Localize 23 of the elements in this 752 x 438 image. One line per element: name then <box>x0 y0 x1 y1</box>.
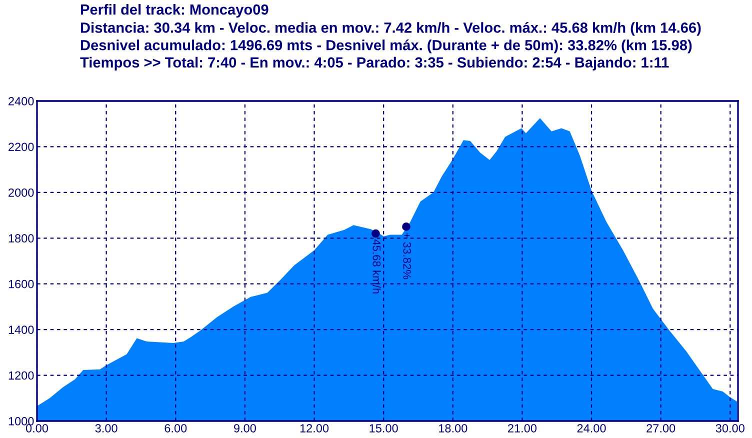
x-tick-label: 21.00 <box>508 424 537 432</box>
x-tick-label: 27.00 <box>646 424 676 432</box>
x-tick-label: 18.00 <box>439 424 468 432</box>
y-tick-label: 1800 <box>8 234 34 243</box>
y-tick-label: 1600 <box>8 280 34 288</box>
x-tick-label: 9.00 <box>234 424 256 432</box>
annotation: + 33.82% <box>403 232 412 280</box>
annotation: 45.68 km/h <box>372 239 381 294</box>
x-tick-label: 24.00 <box>577 424 606 432</box>
x-tick-label: 3.00 <box>95 424 118 432</box>
x-tick-label: 30.00 <box>716 424 744 432</box>
y-tick-label: 2200 <box>8 142 34 152</box>
x-tick-label: 6.00 <box>164 424 187 432</box>
chart-title: Perfil del track: Moncayo09 <box>80 4 268 18</box>
y-tick-label: 2000 <box>8 188 34 197</box>
y-tick-label: 2400 <box>8 97 34 106</box>
x-tick-label: 15.00 <box>370 424 398 432</box>
x-tick-label: 0.00 <box>26 424 48 432</box>
y-tick-label: 1200 <box>8 371 34 380</box>
x-tick-label: 12.00 <box>300 424 329 432</box>
y-tick-label: 1400 <box>8 326 34 334</box>
chart-subtitle: Distancia: 30.34 km - Veloc. media en mov.: 7.42 km/h - Veloc. máx.: 45.68 km/h (km 14.66) Desnivel acumulado: 1496.69 mts - Desnivel máx. (Durante + de 50m): 33.82% (km 15.98) Tiempos >> Total: 7:40 - En mov.: 4:05 - Parado: 3:35 - Subiendo: 2:54 - Bajando: 1:11 <box>80 22 701 70</box>
y-tick-label: 1000 <box>8 417 34 426</box>
